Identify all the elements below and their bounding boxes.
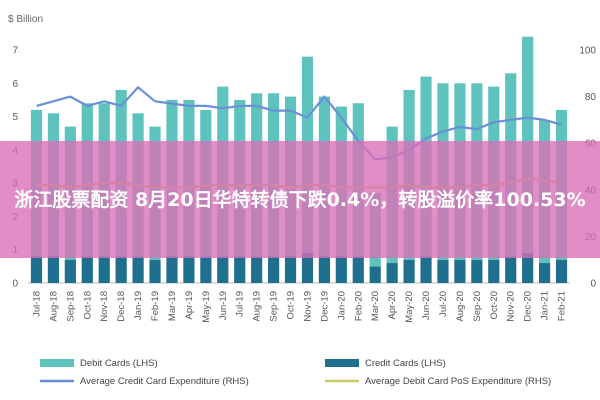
- credit-card-bar: [98, 256, 110, 283]
- credit-card-bar: [200, 256, 212, 283]
- credit-expenditure-line: [36, 86, 562, 161]
- credit-card-bar: [555, 259, 568, 283]
- legend-swatch: [40, 359, 74, 367]
- x-tick-label: Sep-19: [269, 291, 280, 322]
- x-tick-label: Jul-20: [438, 291, 449, 317]
- credit-card-bar: [284, 256, 297, 283]
- credit-card-bar: [47, 256, 59, 283]
- x-tick-label: Nov-19: [302, 291, 313, 322]
- x-tick-label: Oct-20: [489, 291, 500, 320]
- x-tick-label: Mar-19: [167, 291, 178, 321]
- credit-card-bar: [539, 263, 551, 283]
- credit-card-bar: [454, 259, 466, 283]
- x-tick-label: Aug-19: [252, 291, 263, 322]
- left-axis-tick-label: 0: [12, 279, 18, 290]
- credit-card-bar: [420, 256, 432, 283]
- legend: Debit Cards (LHS) Credit Cards (LHS) Avera…: [40, 358, 551, 387]
- x-tick-label: Aug-18: [48, 291, 59, 322]
- credit-card-bar: [505, 256, 517, 283]
- x-tick-label: Jul-18: [31, 291, 42, 317]
- x-tick-label: Nov-20: [506, 291, 517, 322]
- x-tick-label: Jan-20: [336, 291, 347, 320]
- x-tick-label: Oct-19: [286, 291, 297, 320]
- credit-card-bar: [166, 256, 178, 283]
- credit-card-bar: [268, 256, 280, 283]
- x-tick-label: May-20: [404, 291, 415, 323]
- x-tick-label: Aug-20: [455, 291, 466, 322]
- x-tick-label: Oct-18: [82, 291, 93, 320]
- left-axis-tick-label: 7: [12, 46, 18, 57]
- x-tick-label: Jul-19: [235, 291, 246, 317]
- x-tick-label: May-19: [201, 291, 212, 323]
- credit-card-bar: [318, 256, 330, 283]
- headline-text: 浙江股票配资 8月20日华特转债下跌0.4%，转股溢价率100.53%: [14, 188, 586, 211]
- credit-card-bar: [64, 259, 76, 283]
- left-axis-tick-label: 6: [12, 79, 18, 90]
- right-axis-tick-label: 0: [590, 279, 596, 290]
- credit-card-bar: [251, 256, 263, 283]
- legend-label: Average Debit Card PoS Expenditure (RHS): [365, 376, 551, 387]
- credit-card-bar: [437, 259, 449, 283]
- credit-card-bar: [183, 256, 195, 283]
- credit-card-bar: [471, 259, 483, 283]
- credit-card-bar: [386, 263, 398, 283]
- credit-card-bar: [403, 259, 415, 283]
- credit-card-bar: [352, 256, 364, 283]
- legend-swatch: [325, 359, 359, 367]
- x-tick-label: Sep-20: [472, 291, 483, 322]
- x-tick-label: Dec-18: [116, 291, 127, 322]
- left-axis-unit: $ Billion: [8, 14, 43, 25]
- x-tick-label: Jan-21: [540, 291, 551, 320]
- x-tick-label: Apr-20: [387, 291, 398, 320]
- x-tick-label: Apr-19: [184, 291, 195, 320]
- credit-card-bar: [522, 253, 534, 283]
- x-tick-label: Feb-20: [353, 291, 364, 321]
- x-tick-label: Jan-19: [133, 291, 144, 320]
- credit-card-bar: [488, 259, 500, 283]
- x-tick-label: Jun-20: [421, 291, 432, 320]
- x-tick-label: Mar-20: [370, 291, 381, 321]
- x-tick-label: Sep-18: [65, 291, 76, 322]
- credit-card-bar: [217, 256, 229, 283]
- credit-card-bar: [369, 266, 381, 283]
- credit-card-bar: [30, 256, 43, 283]
- right-axis-tick-label: 100: [579, 46, 596, 57]
- x-tick-label: Feb-21: [557, 291, 568, 321]
- x-tick-label: Nov-18: [99, 291, 110, 322]
- credit-card-bar: [335, 256, 347, 283]
- x-tick-label: Dec-20: [523, 291, 534, 322]
- x-tick-label: Feb-19: [150, 291, 161, 321]
- headline-banner: 浙江股票配资 8月20日华特转债下跌0.4%，转股溢价率100.53%: [0, 141, 600, 258]
- legend-label: Debit Cards (LHS): [80, 358, 158, 369]
- credit-card-bar: [132, 256, 144, 283]
- x-tick-label: Dec-19: [319, 291, 330, 322]
- credit-card-bar: [234, 256, 246, 283]
- x-tick-labels: Jul-18 Aug-18 Sep-18 Oct-18 Nov-18 Dec-18 Jan-…: [31, 291, 567, 323]
- right-axis-tick-label: 80: [585, 92, 597, 103]
- x-tick-label: Jun-19: [218, 291, 229, 320]
- legend-label: Credit Cards (LHS): [365, 358, 446, 369]
- left-axis-tick-label: 5: [12, 112, 18, 123]
- credit-card-bar: [149, 259, 161, 283]
- credit-card-bar: [81, 256, 93, 283]
- legend-label: Average Credit Card Expenditure (RHS): [80, 376, 249, 387]
- credit-card-bar: [115, 256, 127, 283]
- credit-card-bar: [301, 253, 314, 283]
